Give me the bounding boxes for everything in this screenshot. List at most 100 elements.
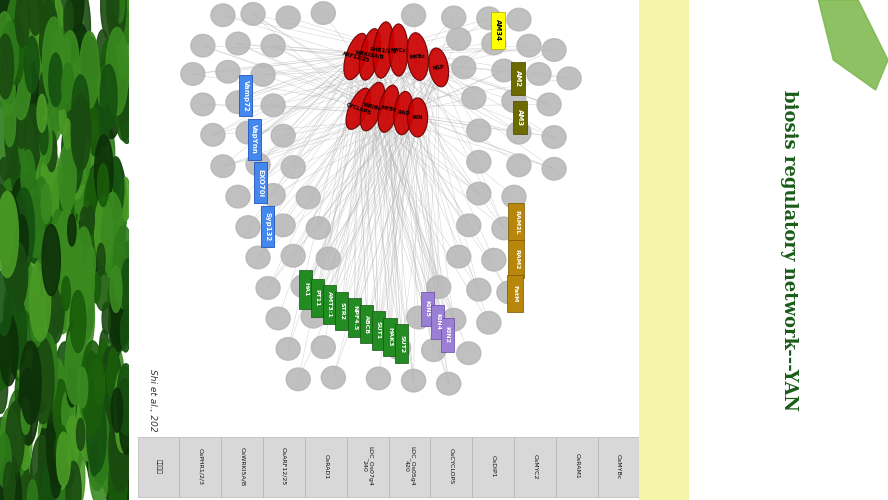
- Circle shape: [116, 364, 135, 436]
- Ellipse shape: [456, 342, 480, 364]
- Circle shape: [15, 368, 28, 416]
- Circle shape: [42, 224, 60, 296]
- Circle shape: [29, 294, 44, 347]
- Circle shape: [65, 319, 87, 404]
- Circle shape: [86, 396, 96, 436]
- Circle shape: [107, 30, 124, 96]
- Circle shape: [107, 358, 117, 397]
- Circle shape: [102, 302, 110, 334]
- Text: NSP: NSP: [432, 64, 445, 70]
- Circle shape: [115, 0, 124, 23]
- Circle shape: [63, 445, 74, 488]
- Text: OsARF12/25: OsARF12/25: [281, 447, 287, 486]
- Circle shape: [111, 258, 133, 346]
- Circle shape: [69, 233, 80, 274]
- Text: HA1: HA1: [303, 282, 308, 296]
- Ellipse shape: [261, 34, 285, 57]
- Circle shape: [0, 203, 15, 266]
- Ellipse shape: [191, 34, 215, 57]
- Circle shape: [77, 376, 99, 461]
- Text: KIN2: KIN2: [445, 326, 449, 344]
- FancyBboxPatch shape: [388, 437, 431, 497]
- Ellipse shape: [373, 22, 394, 78]
- Ellipse shape: [378, 85, 399, 132]
- FancyBboxPatch shape: [311, 278, 324, 318]
- Circle shape: [23, 416, 31, 448]
- Circle shape: [75, 272, 93, 343]
- Circle shape: [99, 106, 109, 146]
- Circle shape: [115, 406, 127, 456]
- Circle shape: [67, 444, 85, 500]
- Circle shape: [96, 162, 105, 196]
- Circle shape: [15, 461, 30, 500]
- Circle shape: [62, 120, 80, 188]
- Text: STR2: STR2: [339, 302, 345, 320]
- Circle shape: [0, 192, 19, 278]
- Circle shape: [19, 452, 32, 500]
- FancyBboxPatch shape: [305, 437, 346, 497]
- Circle shape: [110, 354, 118, 385]
- Circle shape: [32, 208, 48, 272]
- Circle shape: [117, 14, 135, 82]
- Circle shape: [30, 338, 50, 413]
- Circle shape: [72, 259, 82, 295]
- Circle shape: [92, 230, 113, 310]
- Circle shape: [11, 39, 31, 119]
- Circle shape: [43, 466, 55, 500]
- Circle shape: [41, 148, 61, 230]
- Text: OsPHR1/2/3: OsPHR1/2/3: [198, 448, 202, 485]
- Circle shape: [36, 230, 45, 262]
- Circle shape: [72, 24, 89, 90]
- Circle shape: [42, 227, 59, 293]
- Ellipse shape: [291, 275, 315, 297]
- Circle shape: [51, 359, 66, 416]
- Ellipse shape: [210, 155, 235, 178]
- Circle shape: [79, 280, 87, 312]
- Circle shape: [6, 402, 24, 473]
- Text: Shi et al., 202: Shi et al., 202: [148, 369, 157, 432]
- Circle shape: [0, 96, 19, 182]
- Circle shape: [100, 0, 119, 40]
- Circle shape: [47, 450, 69, 500]
- Circle shape: [45, 74, 63, 142]
- Circle shape: [6, 0, 24, 64]
- Ellipse shape: [311, 336, 336, 358]
- Circle shape: [120, 417, 133, 471]
- Circle shape: [107, 396, 123, 457]
- Circle shape: [42, 86, 54, 137]
- Circle shape: [12, 256, 31, 332]
- Ellipse shape: [537, 93, 561, 116]
- Ellipse shape: [316, 247, 340, 270]
- Circle shape: [80, 36, 100, 117]
- Ellipse shape: [482, 248, 506, 271]
- Circle shape: [43, 54, 59, 118]
- Circle shape: [0, 408, 20, 488]
- Circle shape: [52, 258, 73, 334]
- Circle shape: [4, 293, 16, 338]
- Circle shape: [99, 330, 108, 366]
- Ellipse shape: [492, 59, 516, 82]
- Circle shape: [107, 453, 130, 500]
- Circle shape: [25, 0, 38, 40]
- Circle shape: [56, 466, 71, 500]
- Circle shape: [102, 348, 116, 405]
- Circle shape: [60, 30, 80, 105]
- Circle shape: [18, 0, 35, 62]
- Circle shape: [86, 146, 98, 194]
- Text: SUT2: SUT2: [399, 334, 404, 353]
- Ellipse shape: [276, 338, 300, 360]
- Circle shape: [75, 227, 92, 294]
- Circle shape: [54, 205, 66, 252]
- Text: RAD: RAD: [397, 110, 410, 116]
- Circle shape: [46, 399, 69, 488]
- Circle shape: [0, 0, 21, 58]
- Circle shape: [15, 0, 29, 47]
- Text: NPF4.5: NPF4.5: [352, 305, 357, 330]
- Circle shape: [71, 302, 81, 338]
- Circle shape: [30, 436, 52, 500]
- Text: MYBc: MYBc: [409, 54, 426, 60]
- Circle shape: [21, 398, 30, 434]
- Text: PHR1/2/3: PHR1/2/3: [369, 46, 397, 54]
- Circle shape: [25, 36, 39, 93]
- Circle shape: [108, 279, 118, 318]
